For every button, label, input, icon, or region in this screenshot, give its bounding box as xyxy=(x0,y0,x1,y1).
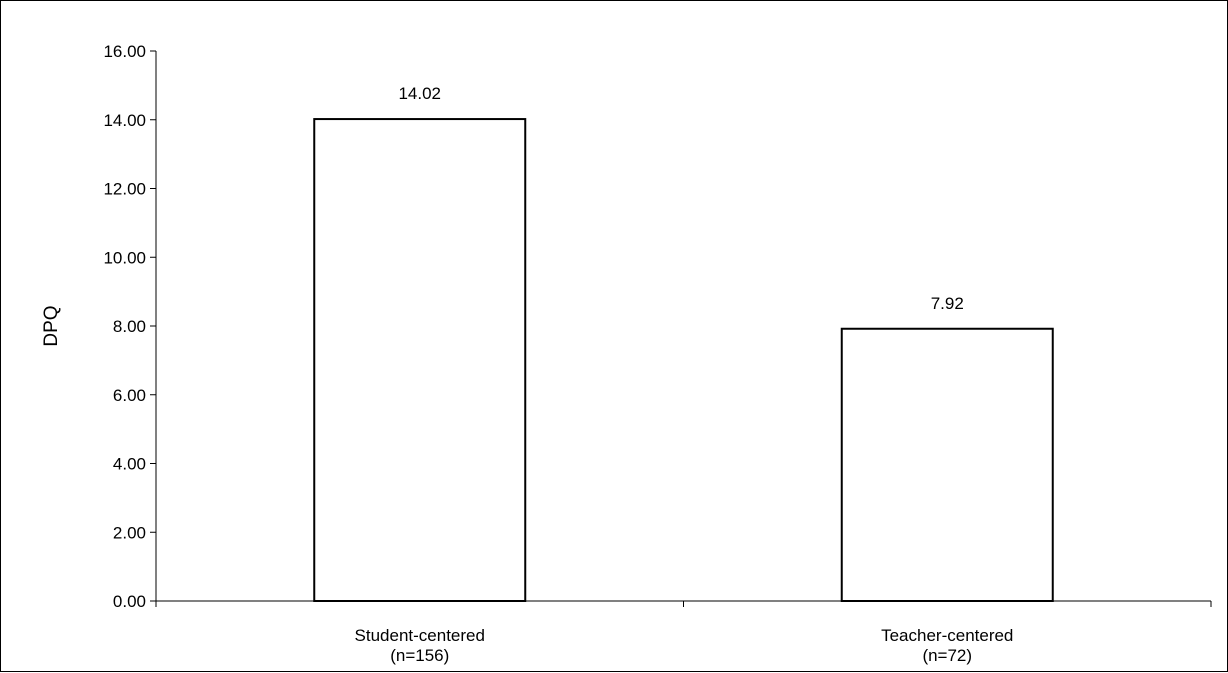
bar xyxy=(840,327,1054,602)
y-tick-label: 0.00 xyxy=(113,592,146,611)
x-category-label: (n=156) xyxy=(390,646,449,665)
data-label: 7.92 xyxy=(931,294,964,313)
y-tick-label: 2.00 xyxy=(113,523,146,542)
y-tick-label: 8.00 xyxy=(113,317,146,336)
y-tick-label: 4.00 xyxy=(113,455,146,474)
y-axis: 0.00 2.00 4.00 6.00 8.00 10.00 12.00 14.00 16.00 xyxy=(103,42,157,611)
y-tick-label: 16.00 xyxy=(103,42,146,61)
y-tick-label: 10.00 xyxy=(103,248,146,267)
x-category-label: (n=72) xyxy=(922,646,972,665)
bars xyxy=(313,118,1054,602)
data-label: 14.02 xyxy=(398,84,441,103)
x-axis: Student-centered(n=156) Teacher-centered(… xyxy=(155,600,1212,665)
x-category-label: Student-centered xyxy=(355,626,485,645)
bar xyxy=(313,118,527,602)
y-tick-label: 14.00 xyxy=(103,111,146,130)
data-labels: 14.02 7.92 xyxy=(398,84,963,313)
y-tick-label: 12.00 xyxy=(103,180,146,199)
x-category-label: Teacher-centered xyxy=(881,626,1013,645)
y-tick-label: 6.00 xyxy=(113,386,146,405)
y-axis-title: DPQ xyxy=(41,305,62,346)
